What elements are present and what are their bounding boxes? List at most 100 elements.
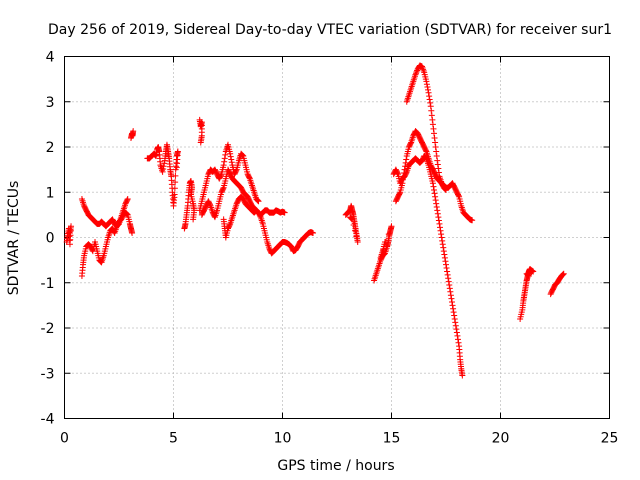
data-series-arc-11 — [371, 223, 395, 284]
data-point — [423, 78, 430, 85]
data-point — [441, 185, 448, 192]
data-point — [439, 237, 446, 244]
x-axis-label: GPS time / hours — [277, 458, 394, 474]
data-point — [451, 315, 458, 322]
data-point — [441, 254, 448, 261]
data-point — [442, 186, 449, 193]
data-series-arc-15 — [517, 266, 537, 322]
data-point — [172, 179, 179, 186]
data-point — [469, 217, 476, 224]
y-tick-label: 3 — [46, 95, 55, 111]
data-point — [439, 241, 446, 248]
data-point — [426, 96, 433, 103]
data-point — [423, 81, 430, 88]
data-point — [445, 275, 452, 282]
y-tick-label: 2 — [46, 140, 55, 156]
data-point — [385, 231, 392, 238]
data-point — [451, 312, 458, 319]
data-point — [443, 186, 449, 193]
data-point — [434, 207, 441, 214]
data-point — [419, 63, 426, 70]
data-point — [525, 272, 532, 279]
data-point — [254, 197, 261, 204]
data-point — [440, 244, 447, 251]
data-point — [348, 215, 355, 222]
data-point — [440, 248, 447, 255]
data-point — [420, 67, 427, 74]
data-point — [172, 172, 179, 179]
data-point — [435, 169, 442, 176]
data-point — [350, 222, 357, 229]
data-point — [402, 159, 409, 166]
data-point — [401, 166, 408, 173]
data-point — [227, 153, 234, 160]
data-point — [453, 326, 460, 333]
data-series-arc-06 — [196, 116, 205, 146]
data-point — [433, 203, 440, 210]
x-tick-label: 5 — [169, 431, 178, 447]
data-point — [226, 222, 233, 229]
data-point — [161, 160, 168, 167]
data-point — [444, 271, 451, 278]
data-point — [159, 168, 166, 175]
data-point — [429, 121, 436, 128]
grid-lines — [64, 56, 610, 419]
data-point — [228, 156, 235, 163]
data-point — [152, 152, 159, 159]
data-point — [438, 231, 445, 238]
data-point — [525, 272, 532, 279]
data-point — [434, 161, 441, 168]
data-point — [559, 271, 566, 278]
data-series-arc-02 — [78, 209, 136, 279]
data-point — [429, 116, 436, 123]
x-tick-label: 10 — [274, 431, 292, 447]
data-point — [448, 298, 455, 305]
y-tick-label: 1 — [46, 185, 55, 201]
data-point — [449, 302, 456, 309]
data-point — [426, 93, 433, 100]
data-point — [220, 185, 227, 192]
data-point — [450, 305, 457, 312]
data-point — [452, 322, 459, 329]
data-point — [347, 214, 354, 221]
data-point — [171, 191, 178, 198]
data-point — [402, 163, 409, 170]
data-point — [432, 193, 439, 200]
data-point — [401, 170, 408, 177]
data-point — [257, 213, 264, 220]
data-point — [412, 71, 419, 78]
data-point — [396, 190, 403, 197]
data-point — [413, 70, 420, 77]
data-point — [413, 68, 420, 75]
data-point — [353, 233, 360, 240]
data-point — [403, 156, 410, 163]
data-point — [445, 278, 452, 285]
data-point — [448, 295, 455, 302]
y-tick-label: 4 — [46, 50, 55, 66]
data-point — [443, 265, 450, 272]
x-tick-label: 25 — [601, 431, 619, 447]
data-point — [400, 173, 407, 180]
data-point — [452, 319, 459, 326]
data-point — [310, 229, 317, 236]
data-point — [66, 229, 73, 236]
data-point — [430, 183, 437, 190]
data-point — [217, 172, 224, 179]
data-point — [228, 159, 235, 166]
data-point — [431, 190, 438, 197]
x-tick-label: 0 — [60, 431, 69, 447]
data-point — [160, 163, 167, 170]
data-point — [388, 223, 395, 230]
data-point — [427, 103, 434, 110]
data-point — [425, 86, 432, 93]
data-point — [434, 157, 441, 164]
data-point — [435, 165, 442, 172]
y-tick-label: -4 — [41, 412, 55, 428]
data-point — [443, 261, 449, 268]
data-point — [124, 196, 131, 203]
data-point — [428, 107, 435, 114]
data-point — [437, 227, 444, 234]
data-point — [433, 153, 440, 160]
data-point — [455, 339, 462, 346]
data-point — [221, 158, 228, 165]
